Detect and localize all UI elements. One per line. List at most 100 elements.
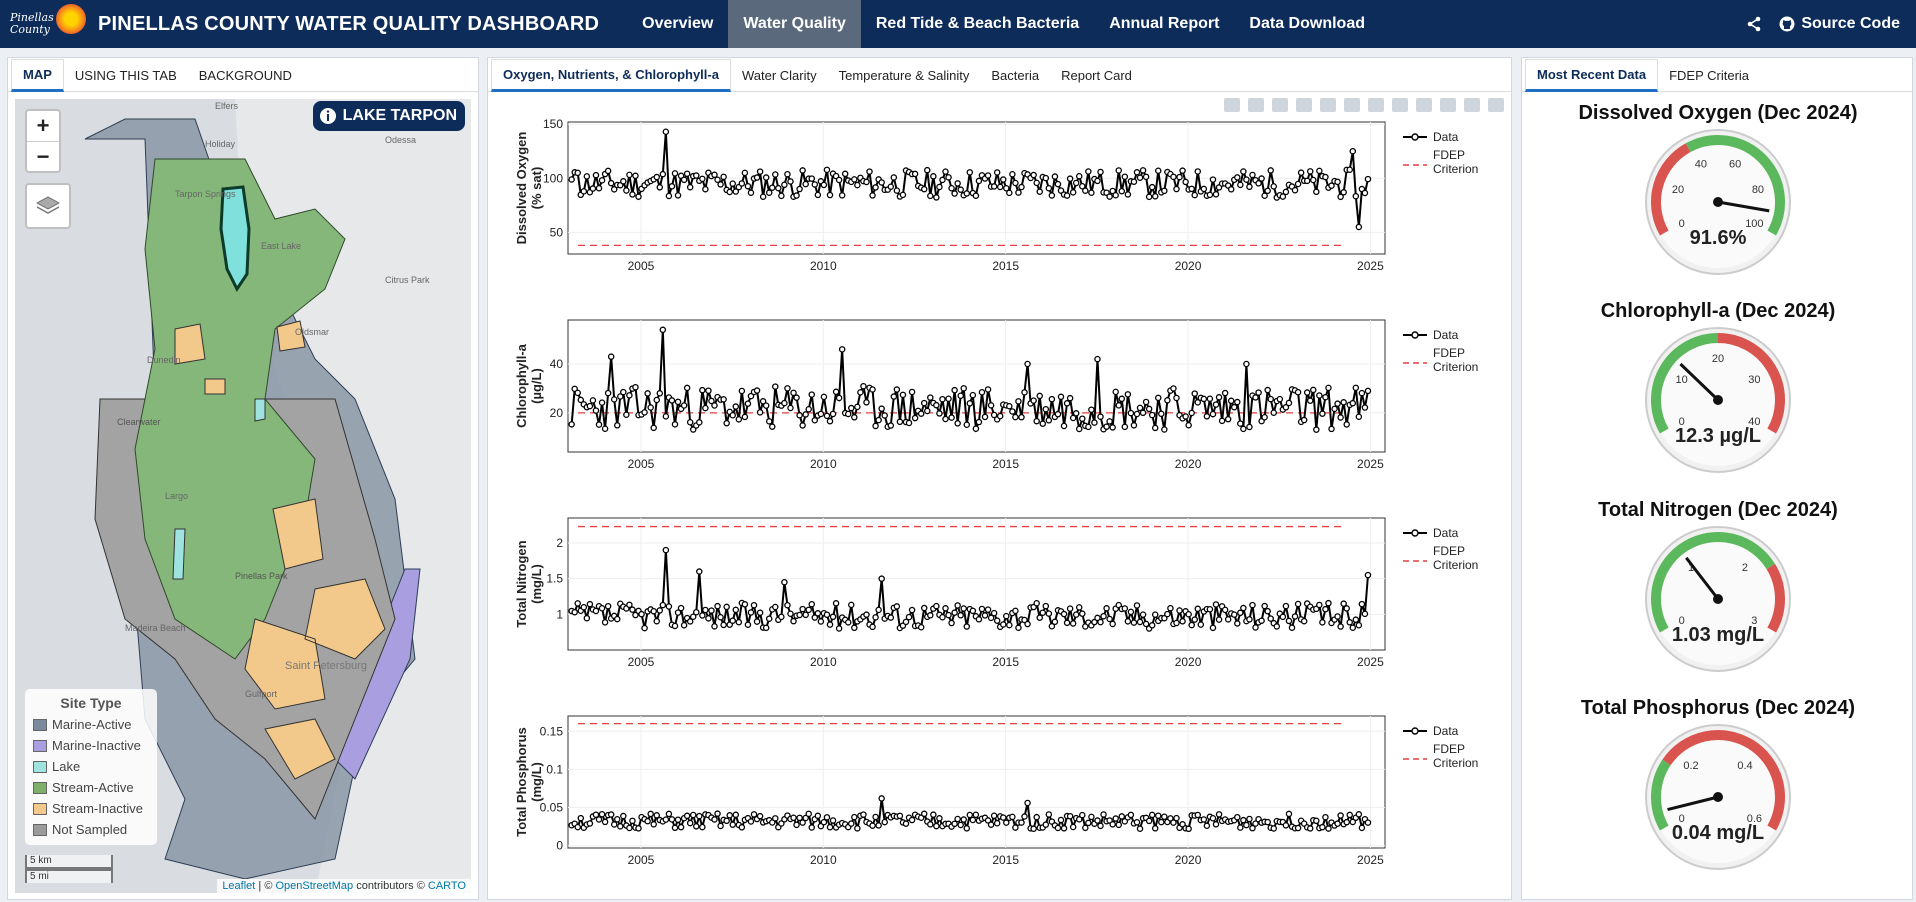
data-point xyxy=(1088,189,1095,197)
zoom-out-button[interactable]: − xyxy=(27,141,59,171)
data-point xyxy=(1337,623,1344,630)
leaflet-map[interactable]: Elfers Odessa Holiday Tarpon Springs Eas… xyxy=(15,99,471,893)
box-select-icon[interactable] xyxy=(1296,98,1312,112)
y-tick-label: 150 xyxy=(543,117,563,131)
autoscale-icon[interactable] xyxy=(1392,98,1408,112)
legend-swatch xyxy=(33,739,47,752)
tab-water-clarity[interactable]: Water Clarity xyxy=(741,68,817,83)
pan-icon[interactable] xyxy=(1272,98,1288,112)
data-point xyxy=(1139,409,1147,417)
nav-data-download[interactable]: Data Download xyxy=(1249,15,1365,32)
data-point xyxy=(1148,183,1156,191)
data-point xyxy=(1267,167,1274,174)
data-point xyxy=(860,811,867,818)
data-point xyxy=(869,623,876,631)
zoom-in-icon[interactable] xyxy=(1344,98,1360,112)
data-point xyxy=(1167,604,1174,612)
data-point xyxy=(1042,174,1050,182)
osm-link[interactable]: OpenStreetMap xyxy=(275,880,354,892)
hover-compare-icon[interactable] xyxy=(1464,98,1480,112)
data-point xyxy=(1334,178,1341,186)
spike-lines-icon[interactable] xyxy=(1440,98,1456,112)
data-point xyxy=(1048,623,1056,630)
data-point xyxy=(984,606,992,613)
data-point xyxy=(1240,425,1247,433)
carto-link[interactable]: CARTO xyxy=(427,880,466,892)
data-point xyxy=(969,607,977,615)
plotly-logo-icon[interactable] xyxy=(1488,98,1504,112)
data-point xyxy=(908,606,916,614)
data-point xyxy=(732,811,740,819)
tab-background[interactable]: BACKGROUND xyxy=(198,68,292,83)
reset-axes-icon[interactable] xyxy=(1416,98,1432,112)
zoom-in-button[interactable]: + xyxy=(36,113,50,138)
zoom-icon[interactable] xyxy=(1248,98,1264,112)
data-point xyxy=(1282,822,1290,829)
data-point xyxy=(708,607,715,614)
tab-using-this-tab[interactable]: USING THIS TAB xyxy=(74,68,177,83)
nav-overview[interactable]: Overview xyxy=(642,15,714,32)
map-basemap[interactable]: Elfers Odessa Holiday Tarpon Springs Eas… xyxy=(15,99,471,893)
data-point xyxy=(1334,400,1341,407)
tab-temperature-salinity[interactable]: Temperature & Salinity xyxy=(838,68,970,83)
nav-water-quality[interactable]: Water Quality xyxy=(728,0,861,48)
gauge-band xyxy=(1651,143,1691,236)
legend-criterion-label: FDEP Criterion xyxy=(1433,544,1478,572)
county-logo[interactable]: Pinellas County xyxy=(0,0,88,48)
nav-red-tide[interactable]: Red Tide & Beach Bacteria xyxy=(875,15,1080,32)
gauge-value: 91.6% xyxy=(1689,227,1747,249)
stream-inactive-region[interactable] xyxy=(174,320,386,780)
tab-most-recent-data[interactable]: Most Recent Data xyxy=(1525,59,1659,92)
gauge-dial: 0 1 2 3 xyxy=(1645,526,1791,672)
data-point xyxy=(668,397,676,404)
data-point xyxy=(990,609,998,617)
data-point xyxy=(650,821,657,828)
data-point xyxy=(598,604,606,612)
data-point xyxy=(826,621,834,628)
place-label-citrus-park: Citrus Park xyxy=(385,275,430,285)
data-point xyxy=(762,624,770,632)
data-point xyxy=(714,810,721,817)
tab-map[interactable]: MAP xyxy=(11,59,64,92)
data-point xyxy=(1036,614,1043,621)
data-point xyxy=(1069,823,1077,831)
data-point xyxy=(829,410,837,418)
data-point xyxy=(917,624,925,631)
data-point xyxy=(689,426,697,433)
legend-criterion-label: FDEP Criterion xyxy=(1433,346,1478,374)
data-point xyxy=(857,389,864,396)
data-point xyxy=(942,168,949,175)
tab-report-card[interactable]: Report Card xyxy=(1061,68,1132,83)
tab-bacteria[interactable]: Bacteria xyxy=(991,68,1040,83)
data-point xyxy=(887,422,895,429)
nav-annual-report[interactable]: Annual Report xyxy=(1109,15,1220,32)
data-point xyxy=(683,170,691,177)
data-point xyxy=(844,410,852,418)
data-point xyxy=(893,603,901,610)
share-icon[interactable] xyxy=(1733,0,1775,48)
zoom-out-icon[interactable] xyxy=(1368,98,1384,112)
leaflet-link[interactable]: Leaflet xyxy=(222,880,256,892)
github-icon xyxy=(1779,16,1795,32)
data-point xyxy=(893,386,901,393)
source-code-link[interactable]: Source Code xyxy=(1775,15,1916,33)
data-point xyxy=(1006,402,1013,410)
tab-fdep-criteria[interactable]: FDEP Criteria xyxy=(1669,68,1750,83)
data-point xyxy=(1322,605,1329,613)
data-point xyxy=(796,185,803,193)
y-tick-label: 20 xyxy=(550,406,564,420)
lasso-icon[interactable] xyxy=(1320,98,1336,112)
selected-site-badge[interactable]: LAKE TARPON xyxy=(312,101,465,131)
data-point xyxy=(574,823,581,831)
x-tick-label: 2015 xyxy=(992,655,1019,669)
data-point xyxy=(768,184,776,191)
data-point xyxy=(598,399,606,406)
data-point xyxy=(823,166,831,174)
tab-oxygen-nutrients[interactable]: Oxygen, Nutrients, & Chlorophyll-a xyxy=(491,59,731,92)
camera-icon[interactable] xyxy=(1224,98,1240,112)
layers-button[interactable] xyxy=(25,183,71,229)
data-point xyxy=(1261,192,1268,200)
data-point xyxy=(1054,410,1062,418)
lake-tarpon[interactable] xyxy=(219,185,251,292)
